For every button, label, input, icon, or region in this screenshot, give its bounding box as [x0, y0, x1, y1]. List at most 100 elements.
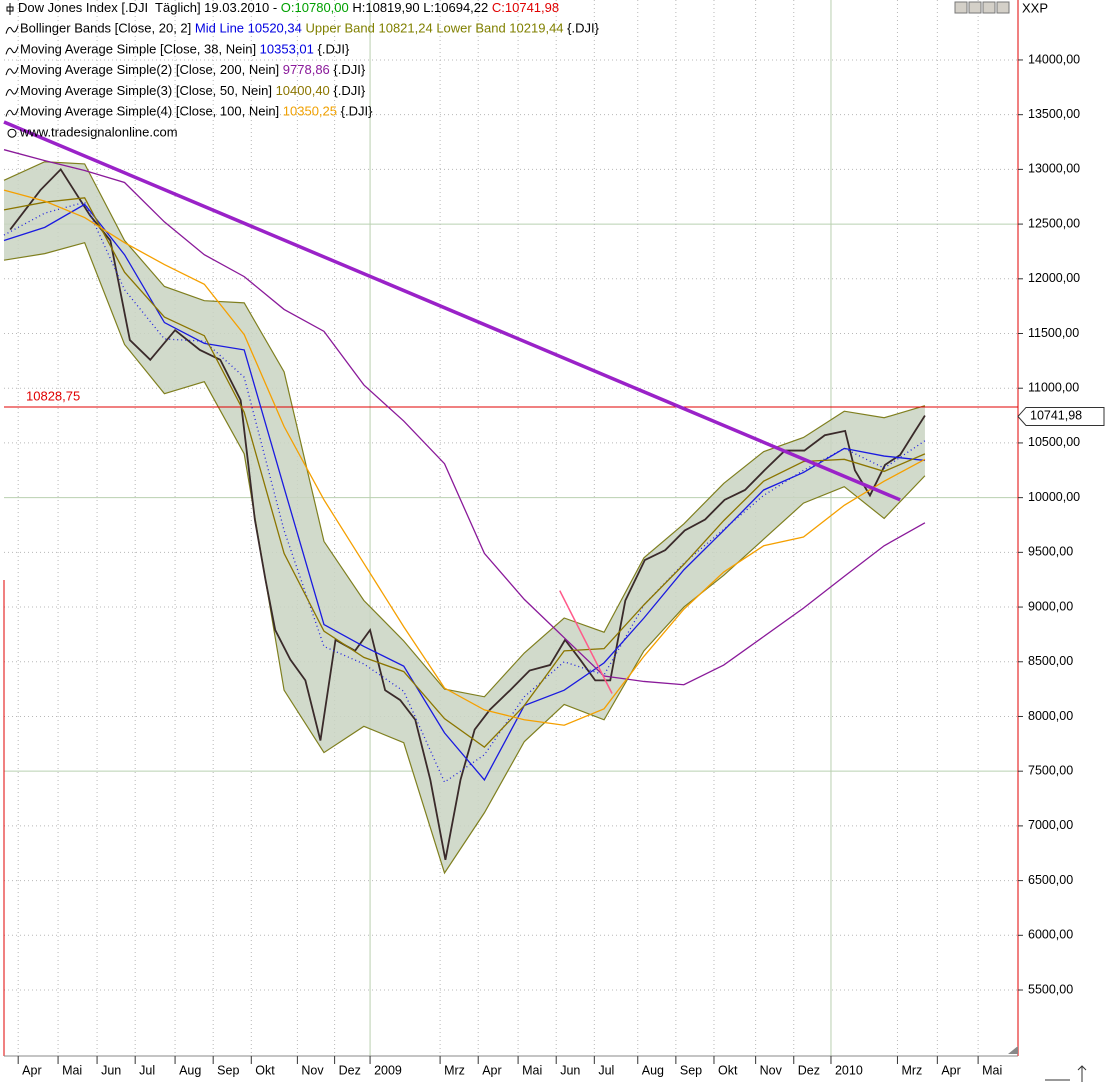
y-tick-label: 6500,00 — [1028, 873, 1073, 887]
legend-text: Upper Band 10821,24 — [302, 21, 433, 36]
legend-entry: Bollinger Bands [Close, 20, 2] Mid Line … — [20, 21, 600, 36]
y-tick-label: 11500,00 — [1028, 326, 1079, 340]
band-edge — [3, 241, 926, 875]
y-tick-label: 14000,00 — [1028, 52, 1080, 66]
plot-area: 10828,75 — [3, 0, 1018, 1056]
x-tick-label: Okt — [718, 1063, 738, 1077]
copyright-icon — [7, 128, 17, 138]
x-tick-label: Aug — [642, 1063, 664, 1077]
overlay: XXP 5500,00 6000,00 6500,00 7000,00 7500,00 8… — [3, 0, 1105, 1082]
y-tick-label: 6000,00 — [1028, 928, 1073, 942]
x-tick-label: Apr — [22, 1063, 41, 1077]
x-tick-label: Dez — [339, 1063, 361, 1077]
legend-text: Lower Band 10219,44 — [433, 21, 564, 36]
y-tick-label: 7500,00 — [1028, 763, 1073, 777]
series-line — [3, 203, 926, 782]
legend-text: Moving Average Simple(2) [Close, 200, Ne… — [20, 63, 283, 78]
trend-line — [559, 590, 613, 694]
y-tick-label: 9000,00 — [1028, 599, 1073, 613]
legend-entry: Moving Average Simple(3) [Close, 50, Nei… — [20, 83, 366, 98]
price-tag — [1017, 406, 1105, 426]
x-tick-label: Apr — [482, 1063, 501, 1077]
legend-icon — [5, 108, 19, 117]
x-tick-label: Nov — [760, 1063, 783, 1077]
corner-grip — [1008, 1046, 1018, 1054]
legend-text: O:10780,00 — [281, 0, 349, 15]
y-tick-label: 5500,00 — [1028, 982, 1073, 996]
series-line — [3, 197, 926, 748]
legend-text: 10400,40 — [276, 83, 330, 98]
x-tick-label: Jun — [560, 1063, 580, 1077]
y-tick-label: 7000,00 — [1028, 818, 1073, 832]
button[interactable] — [954, 1, 968, 14]
x-tick-label: Jul — [598, 1063, 614, 1077]
legend-text: Dow Jones Index [.DJI Täglich] 19.03.201… — [18, 0, 281, 15]
x-tick-label: Jun — [101, 1063, 121, 1077]
y-tick-label: 12500,00 — [1028, 216, 1080, 230]
legend-icon — [5, 87, 19, 96]
legend-text: {.DJI} — [330, 83, 366, 98]
legend-text: {.DJI} — [337, 104, 373, 119]
x-tick-label: Okt — [255, 1063, 275, 1077]
x-tick-label: Mai — [982, 1063, 1002, 1077]
legend-text: H:10819,90 L:10694,22 — [349, 0, 492, 15]
y-tick-label: 11000,00 — [1028, 381, 1079, 395]
y-tick-label: 10000,00 — [1028, 490, 1080, 504]
legend-entry: Moving Average Simple(4) [Close, 100, Ne… — [20, 104, 373, 119]
y-tick-label: 8000,00 — [1028, 709, 1073, 723]
legend-text: {.DJI} — [330, 63, 366, 78]
legend-text: Moving Average Simple(3) [Close, 50, Nei… — [20, 83, 276, 98]
series-line — [3, 149, 926, 686]
x-tick-label: Sep — [217, 1063, 239, 1077]
x-tick-label: Mrz — [901, 1063, 922, 1077]
x-tick-label: Mai — [62, 1063, 82, 1077]
series-line — [9, 167, 926, 860]
legend-icon — [5, 66, 19, 76]
x-tick-label: Sep — [680, 1063, 702, 1077]
legend-entry: Moving Average Simple [Close, 38, Nein] … — [20, 42, 350, 57]
y-tick-label: 12000,00 — [1028, 271, 1080, 285]
x-tick-label: Jul — [139, 1063, 155, 1077]
toolbar[interactable] — [954, 1, 1010, 14]
x-tick-label: Nov — [301, 1063, 324, 1077]
x-tick-label: Mai — [522, 1063, 542, 1077]
legend-text: Mid Line 10520,34 — [195, 21, 302, 36]
button[interactable] — [982, 1, 996, 14]
legend-text: Moving Average Simple [Close, 38, Nein] — [20, 42, 260, 57]
legend-text: 10353,01 — [260, 42, 314, 57]
watermark: www.tradesignalonline.com — [19, 125, 178, 140]
legend-entry: Dow Jones Index [.DJI Täglich] 19.03.201… — [18, 0, 559, 15]
y-tick-label: 9500,00 — [1028, 545, 1073, 559]
series-line — [3, 201, 926, 784]
x-tick-label: Mrz — [444, 1063, 465, 1077]
legend-text: {.DJI} — [314, 42, 350, 57]
legend-icon — [5, 46, 19, 55]
legend-entry: Moving Average Simple(2) [Close, 200, Ne… — [20, 63, 366, 78]
legend-text: {.DJI} — [564, 21, 600, 36]
series-line — [3, 189, 926, 726]
button[interactable] — [968, 1, 982, 14]
y-tick-label: 8500,00 — [1028, 654, 1073, 668]
instrument-label: XXP — [1022, 0, 1048, 15]
legend-text: 9778,86 — [283, 63, 330, 78]
legend-icon — [5, 25, 19, 34]
x-tick-label: Aug — [179, 1063, 201, 1077]
legend-text: Bollinger Bands [Close, 20, 2] — [20, 21, 195, 36]
level-label: 10828,75 — [26, 388, 80, 403]
trend-line — [3, 120, 901, 502]
band-area — [4, 161, 925, 873]
legend-text: 10350,25 — [283, 104, 337, 119]
y-tick-label: 10500,00 — [1028, 435, 1080, 449]
x-tick-label: Apr — [941, 1063, 960, 1077]
scroll-icon[interactable] — [1045, 1065, 1087, 1082]
x-tick-label: 2009 — [374, 1063, 402, 1077]
legend-text: Moving Average Simple(4) [Close, 100, Ne… — [20, 104, 283, 119]
legend-icon — [6, 3, 14, 15]
legend-text: C:10741,98 — [492, 0, 559, 15]
band-edge — [3, 161, 926, 698]
price-tag-label: 10741,98 — [1030, 409, 1082, 423]
x-tick-label: Dez — [798, 1063, 820, 1077]
button[interactable] — [996, 1, 1010, 14]
